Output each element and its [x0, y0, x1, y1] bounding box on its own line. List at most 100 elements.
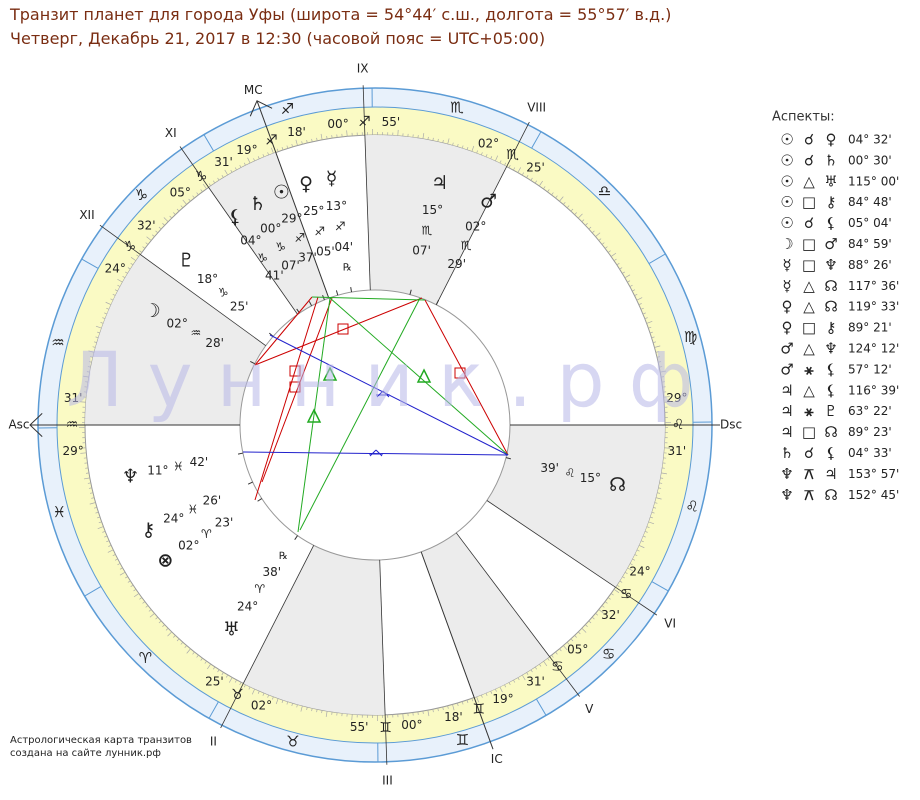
- degree-tick: [102, 530, 106, 533]
- degree-tick: [110, 298, 114, 301]
- degree-tick: [86, 371, 90, 373]
- house-label: XI: [165, 126, 177, 140]
- planet-sign: ♐: [294, 231, 305, 245]
- degree-tick: [466, 147, 469, 151]
- degree-tick: [534, 666, 538, 670]
- degree-tick: [504, 684, 507, 688]
- degree-tick: [642, 312, 646, 315]
- degree-tick: [547, 189, 550, 193]
- degree-tick: [130, 262, 134, 266]
- planet-tick: [505, 457, 511, 460]
- degree-tick: [437, 138, 439, 142]
- house-sector: [364, 135, 507, 305]
- planet-sign: ♈: [201, 527, 212, 541]
- degree-tick: [598, 238, 602, 241]
- degree-tick: [142, 601, 146, 604]
- degree-tick: [517, 167, 522, 173]
- degree-tick: [105, 301, 112, 306]
- aspect-orb: 57° 12': [848, 362, 892, 376]
- degree-tick: [585, 624, 588, 627]
- cusp-degree: 05°: [567, 643, 588, 657]
- cusp-sign: ♊: [472, 702, 485, 718]
- aspect-planet: ☽: [780, 235, 793, 253]
- degree-tick: [93, 341, 98, 343]
- degree-tick: [471, 698, 474, 702]
- planet-minutes: 28': [205, 336, 224, 350]
- aspect-orb: 124° 12': [848, 342, 899, 356]
- house-label: MC: [244, 83, 263, 97]
- zodiac-sign: ♒: [51, 334, 64, 352]
- planet-glyph: ♂: [480, 191, 497, 213]
- degree-tick: [267, 152, 270, 156]
- aspect-planet: ⚸: [826, 360, 837, 378]
- wheel-labels: ♈ ♉ ♊ ♋ ♌ ♍ ♎ ♏ ♐ ♑ ♒ ♓ Asc 29° ♒ 31' II 02° ♉ 25' III 00° ♊ 55…: [8, 62, 742, 788]
- planet-glyph: ☿: [326, 167, 338, 189]
- degree-tick: [104, 312, 108, 315]
- aspect-planet: ♄: [824, 151, 837, 169]
- cusp-degree: 00°: [401, 718, 422, 732]
- degree-tick: [104, 535, 108, 538]
- aspect-planet: ☉: [780, 131, 793, 149]
- house-label: V: [585, 702, 594, 716]
- degree-tick: [574, 635, 577, 638]
- degree-tick: [588, 226, 592, 230]
- planet-minutes: 39': [540, 461, 559, 475]
- house-label: IC: [491, 752, 503, 766]
- aspect-planet: ☊: [824, 423, 837, 441]
- degree-tick: [88, 487, 92, 489]
- degree-tick: [610, 252, 617, 257]
- inner-circle: [239, 289, 511, 561]
- degree-tick: [494, 688, 497, 692]
- planet-tick: [409, 289, 412, 295]
- aspect-planet: ♆: [780, 465, 793, 483]
- degree-tick: [632, 289, 636, 292]
- aspect-planet: ♀: [782, 319, 793, 337]
- axis-arrow: [249, 100, 273, 117]
- degree-tick: [476, 696, 479, 703]
- planet-degree: 02°: [167, 317, 188, 331]
- cusp-sign: ♉: [231, 687, 244, 703]
- degree-tick: [652, 507, 657, 509]
- zodiac-sign: ♈: [139, 649, 152, 667]
- degree-tick: [648, 521, 655, 525]
- degree-tick: [640, 540, 644, 543]
- cusp-line: [99, 224, 267, 346]
- degree-tick: [578, 631, 581, 635]
- planet-minutes: 41': [265, 268, 284, 282]
- degree-tick: [508, 164, 511, 168]
- aspect-orb: 05° 04': [848, 216, 892, 230]
- aspect-planet: ♀: [826, 131, 837, 149]
- aspect-planet: ☊: [824, 298, 837, 316]
- planet-degree: 02°: [178, 538, 199, 552]
- degree-tick: [457, 702, 459, 707]
- planet-minutes: 25': [230, 299, 249, 313]
- aspect-orb: 89° 23': [848, 425, 892, 439]
- aspect-symbol: □: [802, 235, 816, 253]
- degree-tick: [217, 669, 220, 673]
- cusp-degree: 29°: [63, 444, 84, 458]
- aspect-symbol: ⚻: [804, 486, 814, 504]
- planet-glyph: ♇: [178, 249, 195, 271]
- planet-degree: 11°: [147, 464, 168, 478]
- degree-tick: [610, 593, 614, 596]
- aspect-symbol: ☌: [804, 214, 814, 232]
- degree-tick: [257, 156, 260, 160]
- degree-tick: [87, 366, 91, 368]
- degree-tick: [619, 267, 623, 270]
- degree-tick: [162, 624, 165, 627]
- sign-boundary: [648, 253, 666, 265]
- degree-tick: [311, 138, 313, 142]
- degree-tick: [457, 143, 459, 148]
- cusp-degree: 02°: [251, 698, 272, 712]
- degree-tick: [208, 183, 212, 187]
- aspect-symbol: ⚻: [804, 465, 814, 483]
- degree-tick: [534, 180, 538, 184]
- degree-tick: [97, 526, 104, 529]
- aspect-orb: 88° 26': [848, 258, 892, 272]
- zodiac-sign: ♊: [456, 731, 469, 749]
- degree-tick: [145, 605, 149, 608]
- degree-tick: [133, 588, 137, 592]
- degree-tick: [306, 706, 308, 710]
- aspect-orb: 117° 36': [848, 279, 899, 293]
- degree-tick: [517, 677, 520, 681]
